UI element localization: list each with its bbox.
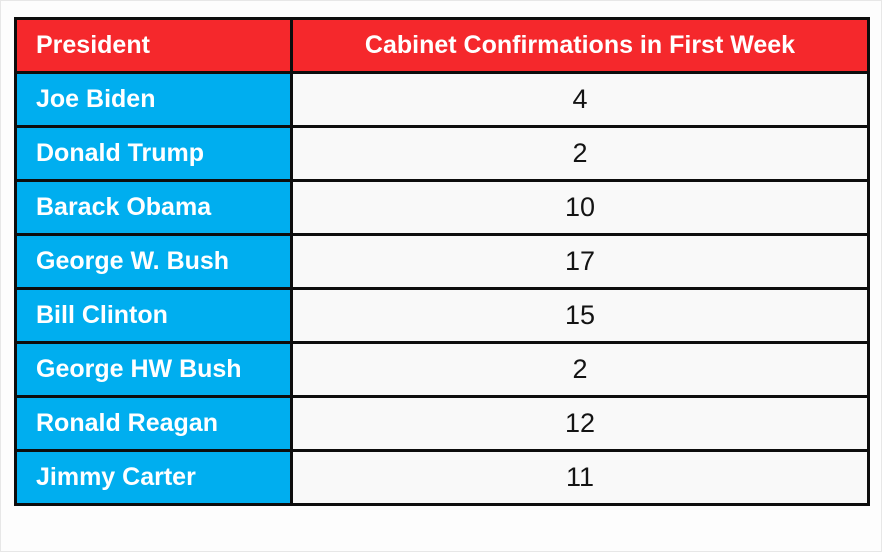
confirmations-value: 15 bbox=[290, 287, 870, 344]
column-header-president: President bbox=[14, 17, 293, 74]
president-name: Barack Obama bbox=[14, 179, 293, 236]
table-row: Donald Trump 2 bbox=[14, 125, 870, 182]
table-row: Bill Clinton 15 bbox=[14, 287, 870, 344]
confirmations-value: 2 bbox=[290, 125, 870, 182]
table-row: Barack Obama 10 bbox=[14, 179, 870, 236]
confirmations-value: 11 bbox=[290, 449, 870, 506]
table-row: George W. Bush 17 bbox=[14, 233, 870, 290]
confirmations-value: 2 bbox=[290, 341, 870, 398]
president-name: Donald Trump bbox=[14, 125, 293, 182]
confirmations-value: 10 bbox=[290, 179, 870, 236]
president-name: Ronald Reagan bbox=[14, 395, 293, 452]
president-name: Jimmy Carter bbox=[14, 449, 293, 506]
table-row: Ronald Reagan 12 bbox=[14, 395, 870, 452]
confirmations-value: 17 bbox=[290, 233, 870, 290]
table-row: George HW Bush 2 bbox=[14, 341, 870, 398]
president-name: George HW Bush bbox=[14, 341, 293, 398]
president-name: Bill Clinton bbox=[14, 287, 293, 344]
table-row: Jimmy Carter 11 bbox=[14, 449, 870, 506]
president-name: Joe Biden bbox=[14, 71, 293, 128]
confirmations-value: 4 bbox=[290, 71, 870, 128]
president-name: George W. Bush bbox=[14, 233, 293, 290]
table-header-row: President Cabinet Confirmations in First… bbox=[14, 17, 870, 74]
confirmations-value: 12 bbox=[290, 395, 870, 452]
column-header-confirmations: Cabinet Confirmations in First Week bbox=[290, 17, 870, 74]
table-row: Joe Biden 4 bbox=[14, 71, 870, 128]
cabinet-confirmations-table: President Cabinet Confirmations in First… bbox=[14, 17, 870, 506]
